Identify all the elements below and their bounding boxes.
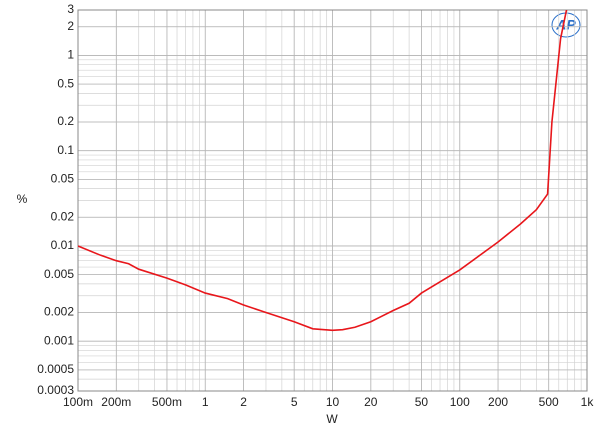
data-line (78, 10, 568, 332)
y-tick-label: 0.002 (44, 305, 74, 319)
x-tick-label: 500m (152, 395, 182, 409)
y-tick-label: 2 (67, 19, 74, 33)
x-tick-label: 2 (240, 395, 247, 409)
x-tick-label: 500 (539, 395, 559, 409)
x-tick-label: 100m (63, 395, 93, 409)
y-tick-label: 0.5 (57, 76, 74, 90)
x-tick-label: 5 (291, 395, 298, 409)
y-tick-label: 0.05 (51, 172, 75, 186)
x-tick-label: 1 (202, 395, 209, 409)
x-tick-label: 100 (450, 395, 470, 409)
y-tick-label: 0.02 (51, 209, 75, 223)
y-tick-label: 0.01 (51, 238, 75, 252)
y-tick-label: 0.1 (57, 143, 74, 157)
x-tick-label: 10 (326, 395, 340, 409)
y-tick-label: 0.0005 (37, 362, 74, 376)
y-tick-label: 0.001 (44, 333, 74, 347)
y-tick-label: 0.005 (44, 267, 74, 281)
y-axis-label: % (17, 192, 28, 206)
logo: AP (555, 17, 576, 33)
y-tick-label: 1 (67, 48, 74, 62)
plot-frame (77, 9, 588, 392)
y-tick-label: 3 (67, 2, 74, 16)
x-tick-label: 20 (364, 395, 378, 409)
y-tick-label: 0.0003 (37, 383, 74, 397)
x-axis-label: W (326, 412, 338, 426)
x-tick-label: 200m (101, 395, 131, 409)
x-tick-label: 50 (415, 395, 429, 409)
x-tick-label: 200 (488, 395, 508, 409)
y-tick-label: 0.2 (57, 114, 74, 128)
x-tick-label: 1k (581, 395, 595, 409)
